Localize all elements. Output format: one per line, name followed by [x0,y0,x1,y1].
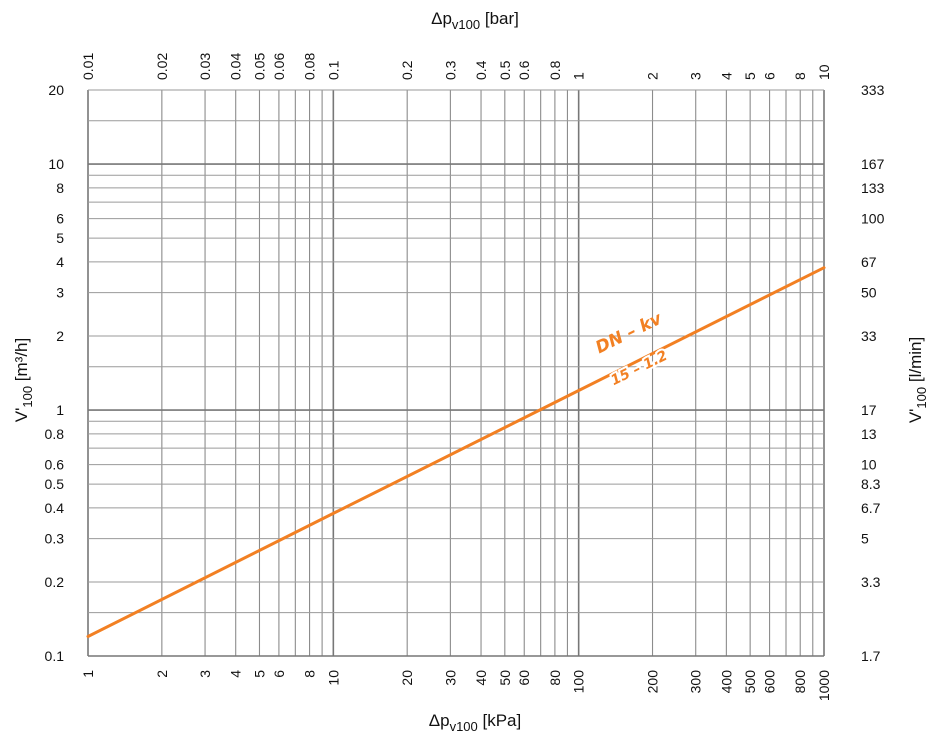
x-tick-bar-3: 3 [688,72,704,80]
x-tick-bar-0-04: 0.04 [228,53,244,80]
y-tick-lmin-3-3: 3.3 [861,574,881,590]
x-tick-kpa-800: 800 [792,670,808,694]
x-tick-bar-5: 5 [742,72,758,80]
x-tick-bar-0-03: 0.03 [197,53,213,80]
y-tick-m3h-3: 3 [56,285,64,301]
x-tick-kpa-5: 5 [251,670,267,678]
y-tick-m3h-0-4: 0.4 [45,500,65,516]
y-tick-m3h-0-8: 0.8 [45,426,65,442]
x-tick-kpa-1: 1 [80,670,96,678]
x-tick-bar-0-05: 0.05 [251,53,267,80]
x-tick-bar-8: 8 [792,72,808,80]
y-tick-lmin-100: 100 [861,211,885,227]
x-tick-kpa-100: 100 [571,670,587,694]
x-tick-bar-0-8: 0.8 [547,60,563,80]
y-tick-m3h-1: 1 [56,402,64,418]
y-tick-lmin-33: 33 [861,328,877,344]
y-tick-lmin-6-7: 6.7 [861,500,881,516]
x-tick-bar-0-02: 0.02 [154,53,170,80]
series-line-1 [86,266,826,638]
x-tick-kpa-50: 50 [497,670,513,686]
y-tick-lmin-5: 5 [861,531,869,547]
series-layer [86,266,826,638]
x-tick-bar-1: 1 [571,72,587,80]
x-tick-kpa-400: 400 [718,670,734,694]
x-tick-kpa-20: 20 [399,670,415,686]
x-axis-title-kpa: Δpv100 [kPa] [429,711,521,734]
y-tick-m3h-0-3: 0.3 [45,531,65,547]
x-tick-kpa-10: 10 [325,670,341,686]
y-tick-lmin-13: 13 [861,426,877,442]
x-tick-bar-10: 10 [816,64,832,80]
x-tick-bar-0-4: 0.4 [473,60,489,80]
y-tick-m3h-6: 6 [56,211,64,227]
y-tick-lmin-8-3: 8.3 [861,476,881,492]
y-tick-m3h-20: 20 [48,82,64,98]
x-tick-bar-0-1: 0.1 [325,60,341,80]
x-tick-bar-0-08: 0.08 [302,53,318,80]
x-tick-kpa-2: 2 [154,670,170,678]
x-tick-kpa-4: 4 [228,670,244,678]
axis-ticks: 1 2 3 4 5 6 8 10 20 30 40 50 60 80 100 200 300 400 500 600 8… [45,53,885,702]
x-tick-bar-0-06: 0.06 [271,53,287,80]
y-tick-lmin-133: 133 [861,180,885,196]
x-tick-kpa-30: 30 [442,670,458,686]
x-tick-kpa-300: 300 [688,670,704,694]
y-tick-m3h-0-1: 0.1 [45,648,65,664]
y-tick-m3h-0-6: 0.6 [45,457,65,473]
x-tick-kpa-3: 3 [197,670,213,678]
x-tick-bar-0-3: 0.3 [442,60,458,80]
x-tick-kpa-1000: 1000 [816,670,832,701]
x-tick-bar-0-5: 0.5 [497,60,513,80]
x-tick-bar-0-6: 0.6 [516,60,532,80]
x-tick-bar-0-2: 0.2 [399,60,415,80]
y-tick-lmin-10: 10 [861,457,877,473]
x-tick-bar-4: 4 [718,72,734,80]
y-tick-lmin-50: 50 [861,285,877,301]
x-tick-bar-6: 6 [762,72,778,80]
x-tick-kpa-8: 8 [302,670,318,678]
y-tick-lmin-1-7: 1.7 [861,648,881,664]
x-tick-kpa-200: 200 [645,670,661,694]
y-tick-m3h-0-2: 0.2 [45,574,65,590]
x-tick-bar-2: 2 [645,72,661,80]
grid [87,89,825,657]
y-tick-m3h-2: 2 [56,328,64,344]
x-axis-title-bar: Δpv100 [bar] [431,9,519,32]
y-tick-m3h-10: 10 [48,156,64,172]
y-axis-title-lmin: V'100 [l/min] [906,337,929,423]
x-tick-kpa-6: 6 [271,670,287,678]
y-tick-lmin-167: 167 [861,156,885,172]
x-tick-kpa-500: 500 [742,670,758,694]
y-tick-m3h-0-5: 0.5 [45,476,65,492]
y-tick-m3h-8: 8 [56,180,64,196]
y-tick-m3h-5: 5 [56,230,64,246]
x-tick-kpa-60: 60 [516,670,532,686]
y-tick-lmin-67: 67 [861,254,877,270]
x-tick-kpa-80: 80 [547,670,563,686]
y-tick-lmin-17: 17 [861,402,877,418]
x-tick-kpa-600: 600 [762,670,778,694]
y-axis-title-m3h: V'100 [m³/h] [12,338,35,422]
y-tick-m3h-4: 4 [56,254,64,270]
x-tick-bar-0-01: 0.01 [80,53,96,80]
y-tick-lmin-333: 333 [861,82,885,98]
x-tick-kpa-40: 40 [473,670,489,686]
